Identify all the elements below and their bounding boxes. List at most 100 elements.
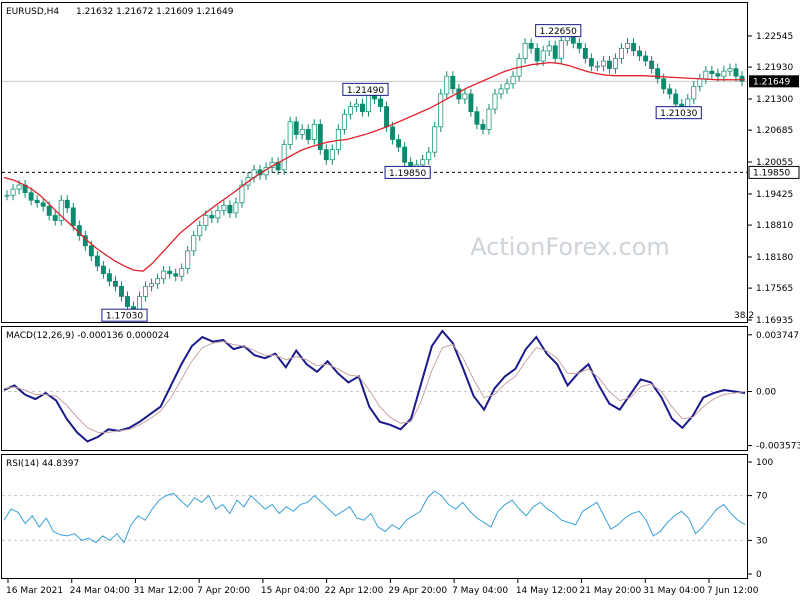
candle-body (655, 68, 661, 80)
candle-body (94, 255, 100, 267)
price-tick-label: 1.19425 (756, 190, 793, 200)
candle-body (287, 121, 293, 145)
candle-body (625, 42, 630, 49)
current-price-box (749, 75, 799, 88)
candle-body (125, 296, 130, 307)
candle-body (438, 93, 444, 128)
candle-body (359, 103, 365, 112)
candle-body (70, 207, 76, 226)
candle-body (468, 93, 474, 112)
candle-body (227, 204, 233, 214)
candle-body (576, 42, 582, 49)
x-tick-label: 21 May 20:00 (580, 586, 642, 596)
price-callout-box (535, 24, 582, 38)
candle-body (143, 285, 149, 297)
candle-body (281, 144, 287, 171)
candle-body (329, 149, 335, 161)
macd-panel (1, 326, 748, 451)
watermark: ActionForex.com (470, 233, 670, 261)
candle-body (739, 75, 745, 82)
candle-body (173, 273, 179, 277)
price-callout: 1.21490 (347, 86, 384, 96)
candle-body (185, 250, 191, 269)
candle-body (293, 121, 299, 135)
candle-body (64, 199, 70, 209)
candle-body (703, 70, 709, 80)
candle-body (299, 129, 305, 135)
price-callout: 1.17030 (106, 312, 143, 322)
moving-average-line (3, 61, 745, 272)
candle-body (522, 42, 528, 59)
candle-body (492, 93, 498, 110)
price-tick-label: 1.17565 (756, 284, 793, 294)
candle-body (88, 245, 94, 257)
candle-body (588, 58, 594, 67)
x-tick-label: 14 May 12:00 (516, 586, 578, 596)
price-tick-label: 1.18180 (756, 253, 793, 263)
candle-body (347, 106, 353, 115)
candle-body (685, 98, 691, 107)
candle-body (335, 129, 341, 150)
signal-line (3, 341, 746, 433)
candle-body (721, 70, 727, 77)
candle-body (498, 88, 504, 95)
candle-body (733, 68, 739, 77)
candle-body (221, 204, 227, 211)
axis-layer: 1.22545 1.21930 1.21300 1.20685 1.20055 1.194… (6, 32, 800, 596)
candle-body (100, 265, 106, 275)
candle-body (486, 108, 492, 130)
x-tick-label: 29 Apr 20:00 (388, 586, 447, 596)
candle-body (155, 278, 161, 285)
rsi-layer (2, 490, 747, 544)
candle-body (420, 159, 426, 166)
macd-tick-label: 0.00 (756, 388, 776, 398)
candle-body (715, 73, 721, 77)
candle-body (661, 78, 667, 90)
price-layer: 1.22650 1.21490 1.19850 1.21030 1.17030 (2, 24, 747, 322)
candle-body (631, 42, 637, 52)
rsi-tick-label: 30 (756, 536, 768, 546)
candle-body (161, 270, 167, 280)
price-tick-label: 1.18810 (756, 221, 793, 231)
x-tick-label: 31 May 04:00 (643, 586, 705, 596)
candle-body (673, 93, 679, 105)
candle-body (402, 146, 408, 163)
candle-body (311, 123, 317, 140)
candle-body (10, 188, 16, 196)
candle-body (450, 75, 456, 90)
candle-body (353, 103, 359, 107)
candle-body (546, 45, 552, 52)
candle-body (106, 273, 112, 282)
candle-body (317, 123, 323, 150)
candle-body (390, 126, 396, 140)
price-tick-label: 1.20685 (756, 126, 793, 136)
candle-body (534, 48, 540, 62)
x-tick-label: 31 Mar 12:00 (133, 586, 193, 596)
ohlc-label: 1.21632 1.21672 1.21609 1.21649 (76, 7, 234, 17)
candle-body (456, 88, 462, 100)
candle-body (34, 199, 40, 204)
price-callout: 1.22650 (540, 27, 577, 37)
candle-body (203, 215, 209, 226)
candle-body (149, 283, 155, 287)
candle-body (619, 48, 624, 59)
candle-body (504, 83, 510, 90)
price-tick-label: 1.21300 (756, 95, 793, 105)
candle-body (727, 68, 733, 72)
x-tick-label: 7 Jun 12:00 (707, 586, 759, 596)
price-callout-box (384, 165, 431, 179)
candle-body (697, 78, 703, 87)
candle-body (58, 199, 64, 221)
price-callout-box (342, 82, 389, 96)
candle-body (643, 55, 649, 62)
candle-body (197, 225, 203, 237)
candle-body (480, 123, 486, 130)
candle-body (233, 202, 239, 214)
candle-body (528, 42, 534, 49)
current-price-label: 1.21649 (753, 77, 790, 87)
candle-body (510, 75, 516, 85)
macd-line (3, 329, 746, 443)
candle-body (558, 40, 564, 59)
rsi-tick-label: 70 (756, 492, 768, 502)
candle-body (167, 270, 173, 275)
